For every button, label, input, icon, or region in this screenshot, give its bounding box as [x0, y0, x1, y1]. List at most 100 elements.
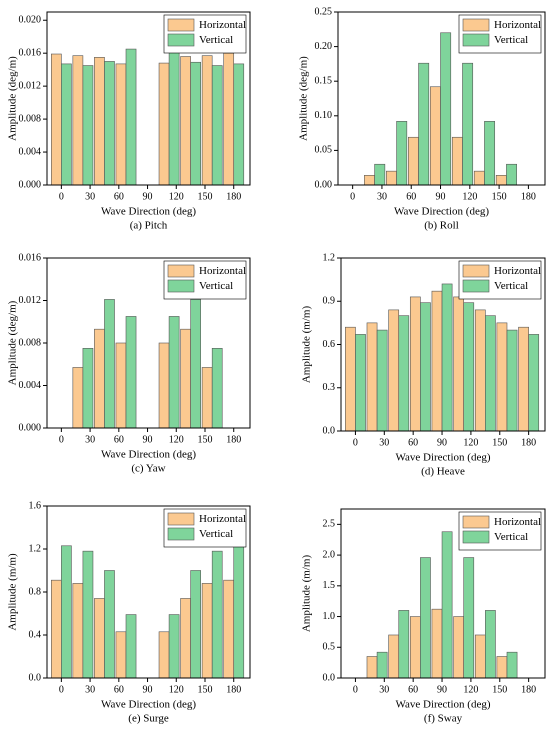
x-tick-label: 120	[169, 684, 184, 695]
bar	[201, 55, 213, 186]
x-axis-label: Wave Direction (deg)	[395, 699, 490, 711]
x-tick-label: 30	[85, 434, 95, 445]
bar	[409, 616, 421, 679]
legend-label: Horizontal	[494, 516, 541, 528]
legend-label: Horizontal	[494, 265, 541, 277]
legend-swatch	[167, 512, 195, 526]
x-tick-label: 180	[226, 684, 241, 695]
legend-swatch	[167, 33, 195, 47]
x-tick-label: 150	[492, 684, 507, 695]
x-tick-label: 90	[436, 191, 446, 202]
bar	[158, 342, 170, 429]
bar	[431, 608, 443, 679]
legend: Horizontal Vertical	[163, 508, 247, 548]
x-tick-label: 180	[521, 684, 536, 695]
bar	[72, 55, 84, 186]
legend-swatch	[167, 527, 195, 541]
x-axis-label: Wave Direction (deg)	[395, 452, 490, 464]
y-tick-label: 1.6	[29, 500, 42, 511]
y-tick-label: 0.012	[19, 80, 42, 91]
bar	[453, 616, 464, 679]
bar	[506, 163, 517, 186]
bar	[104, 61, 115, 186]
caption: (a) Pitch	[130, 220, 168, 232]
bar	[528, 334, 540, 432]
y-axis-label: Amplitude (deg/m)	[7, 300, 19, 385]
bar	[462, 62, 474, 186]
bar	[396, 121, 408, 186]
legend-label: Vertical	[199, 34, 233, 46]
bar	[440, 32, 452, 186]
legend-label: Vertical	[494, 34, 528, 46]
legend-label: Vertical	[494, 280, 528, 292]
y-tick-label: 0.4	[29, 629, 42, 640]
x-tick-label: 30	[377, 191, 387, 202]
legend-label: Vertical	[199, 280, 233, 292]
bar	[125, 614, 137, 679]
caption: (e) Surge	[128, 713, 169, 725]
x-tick-label: 150	[197, 191, 212, 202]
x-tick-label: 150	[492, 437, 507, 448]
x-tick-label: 120	[169, 191, 184, 202]
bar	[388, 309, 400, 432]
legend-swatch	[167, 279, 195, 293]
plot-frame	[337, 11, 546, 186]
legend-swatch	[462, 515, 490, 529]
bar	[180, 56, 191, 186]
bar	[485, 610, 496, 679]
bar	[420, 557, 431, 679]
y-tick-label: 0.0	[323, 425, 336, 436]
bar	[429, 86, 441, 186]
legend: Horizontal Vertical	[458, 14, 542, 54]
bar	[190, 299, 201, 429]
y-tick-label: 1.2	[29, 543, 42, 554]
x-tick-label: 60	[408, 684, 418, 695]
x-tick-label: 150	[197, 434, 212, 445]
bar	[398, 315, 410, 432]
legend-label: Horizontal	[199, 265, 246, 277]
x-tick-label: 90	[143, 191, 153, 202]
bar	[463, 302, 475, 432]
x-tick-label: 120	[463, 437, 478, 448]
bar	[496, 322, 508, 432]
bar	[72, 367, 84, 429]
bar	[420, 302, 431, 432]
bar	[190, 61, 201, 186]
y-tick-label: 0.5	[323, 642, 336, 653]
x-tick-label: 60	[406, 191, 416, 202]
bar	[376, 329, 388, 432]
y-tick-label: 1.0	[323, 611, 336, 622]
y-tick-label: 0.25	[315, 6, 333, 17]
x-tick-label: 150	[197, 684, 212, 695]
bar	[453, 296, 464, 432]
bar	[158, 62, 170, 186]
y-tick-label: 1.5	[323, 580, 336, 591]
y-tick-label: 0.020	[19, 15, 42, 26]
y-tick-label: 0.0	[29, 672, 42, 683]
y-tick-label: 0.6	[323, 339, 336, 350]
caption: (c) Yaw	[131, 463, 165, 475]
legend-label: Horizontal	[199, 19, 246, 31]
legend-swatch	[462, 18, 490, 32]
x-tick-label: 90	[143, 684, 153, 695]
y-axis-label: Amplitude (m/m)	[301, 306, 313, 384]
panel: 0.0 0.4 0.8 1.2 1.6 0 30 60 90 120 150 180 Wave Dire…	[7, 500, 251, 725]
bar	[345, 326, 356, 432]
bar	[94, 328, 105, 429]
legend-label: Vertical	[199, 528, 233, 540]
bar	[418, 62, 430, 186]
y-tick-label: 2.0	[323, 549, 336, 560]
bar	[61, 545, 72, 679]
y-tick-label: 0.20	[315, 41, 333, 52]
bar	[201, 583, 213, 679]
legend-swatch	[462, 33, 490, 47]
x-tick-label: 30	[379, 684, 389, 695]
caption: (f) Sway	[424, 713, 463, 725]
bar	[431, 290, 443, 432]
y-tick-label: 0.8	[29, 586, 42, 597]
panel: 0.0 0.5 1.0 1.5 2.0 2.5 0 30 60 90 120 150 180 Wave D…	[301, 508, 546, 725]
bar	[72, 583, 84, 679]
y-axis-label: Amplitude (m/m)	[301, 555, 313, 633]
x-tick-label: 90	[437, 684, 447, 695]
